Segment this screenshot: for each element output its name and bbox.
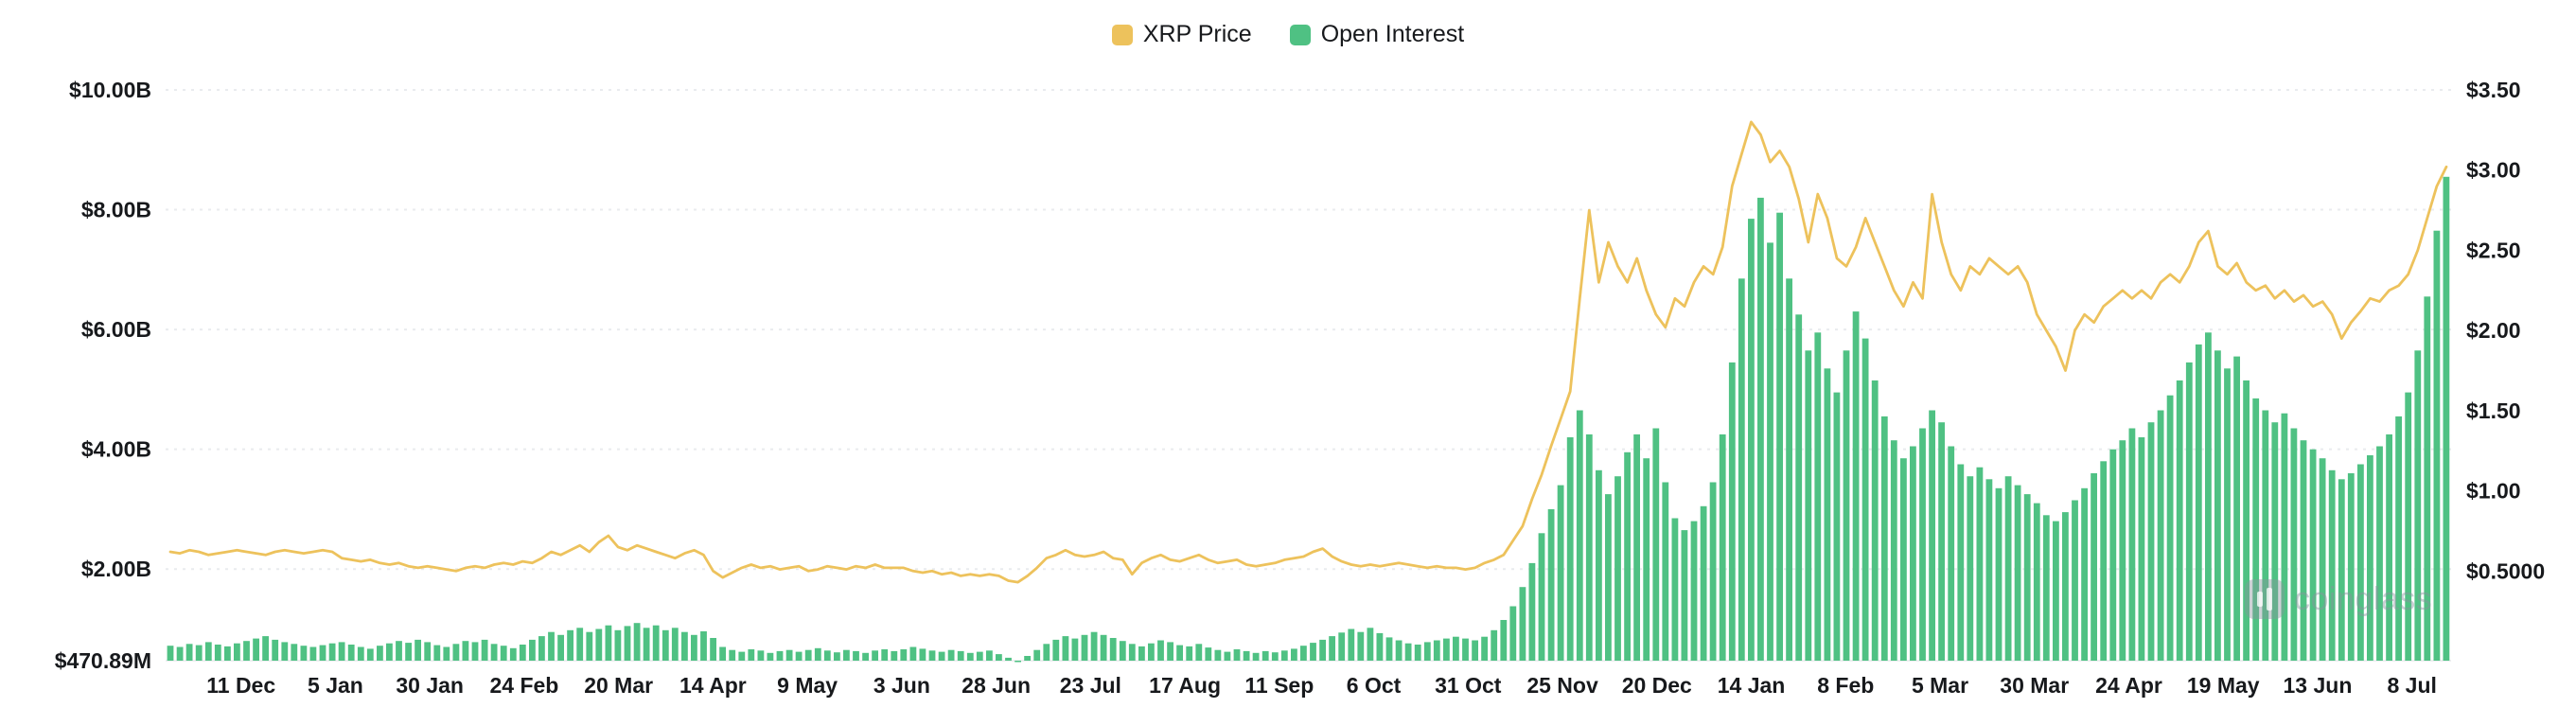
x-axis-labels: 11 Dec 5 Jan 30 Jan 24 Feb 20 Mar 14 Apr 9 May… <box>206 673 2437 698</box>
right-axis-label: $3.50 <box>2466 78 2521 102</box>
x-axis-label: 25 Nov <box>1526 673 1598 698</box>
right-axis-label: $1.50 <box>2466 398 2521 423</box>
xrp-price-line[interactable] <box>168 120 2448 584</box>
right-axis-label: $3.00 <box>2466 158 2521 183</box>
legend-item-xrp-price[interactable]: XRP Price <box>1111 21 1252 48</box>
legend-label-open-interest: Open Interest <box>1320 21 1465 47</box>
gridlines <box>166 89 2451 662</box>
x-axis-label: 31 Oct <box>1435 673 1502 698</box>
x-axis-label: 17 Aug <box>1149 673 1221 698</box>
x-axis-label: 30 Mar <box>2000 673 2069 698</box>
left-axis-label: $10.00B <box>69 78 151 102</box>
x-axis-label: 20 Mar <box>584 673 653 698</box>
left-axis-label: $2.00B <box>81 557 151 581</box>
x-axis-label: 3 Jun <box>873 673 930 698</box>
x-axis-label: 20 Dec <box>1622 673 1692 698</box>
x-axis-label: 9 May <box>777 673 838 698</box>
left-axis-label: $8.00B <box>81 198 151 222</box>
legend-label-xrp-price: XRP Price <box>1142 21 1252 47</box>
legend-item-open-interest[interactable]: Open Interest <box>1289 21 1465 48</box>
right-axis-label: $1.00 <box>2466 479 2521 504</box>
left-axis-labels: $10.00B $8.00B $6.00B $4.00B $2.00B $470.89M <box>55 78 151 673</box>
x-axis-label: 23 Jul <box>1060 673 1121 698</box>
x-axis-label: 8 Jul <box>2387 673 2436 698</box>
right-axis-label: $0.5000 <box>2466 558 2545 583</box>
x-axis-label: 11 Sep <box>1244 673 1314 698</box>
x-axis-label: 24 Apr <box>2095 673 2162 698</box>
x-axis-label: 13 Jun <box>2284 673 2353 698</box>
chart-legend: XRP Price Open Interest <box>0 21 2576 48</box>
open-interest-bars[interactable] <box>167 176 2450 663</box>
x-axis-label: 28 Jun <box>962 673 1031 698</box>
x-axis-label: 19 May <box>2187 673 2260 698</box>
x-axis-label: 5 Jan <box>308 673 363 698</box>
x-axis-label: 24 Feb <box>489 673 558 698</box>
x-axis-label: 14 Jan <box>1718 673 1786 698</box>
x-axis-label: 5 Mar <box>1912 673 1968 698</box>
x-axis-label: 14 Apr <box>679 673 747 698</box>
xrp-price-swatch-icon <box>1111 24 1133 45</box>
right-axis-labels: $3.50 $3.00 $2.50 $2.00 $1.50 $1.00 $0.5000 <box>2466 78 2545 583</box>
x-axis-label: 6 Oct <box>1347 673 1402 698</box>
left-axis-label: $4.00B <box>81 437 151 462</box>
left-axis-label: $6.00B <box>81 317 151 342</box>
x-axis-label: 11 Dec <box>206 673 275 698</box>
x-axis-label: 8 Feb <box>1817 673 1874 698</box>
right-axis-label: $2.00 <box>2466 318 2521 343</box>
left-axis-label: $470.89M <box>55 648 151 673</box>
x-axis-label: 30 Jan <box>396 673 464 698</box>
open-interest-swatch-icon <box>1289 24 1311 45</box>
right-axis-label: $2.50 <box>2466 238 2521 262</box>
